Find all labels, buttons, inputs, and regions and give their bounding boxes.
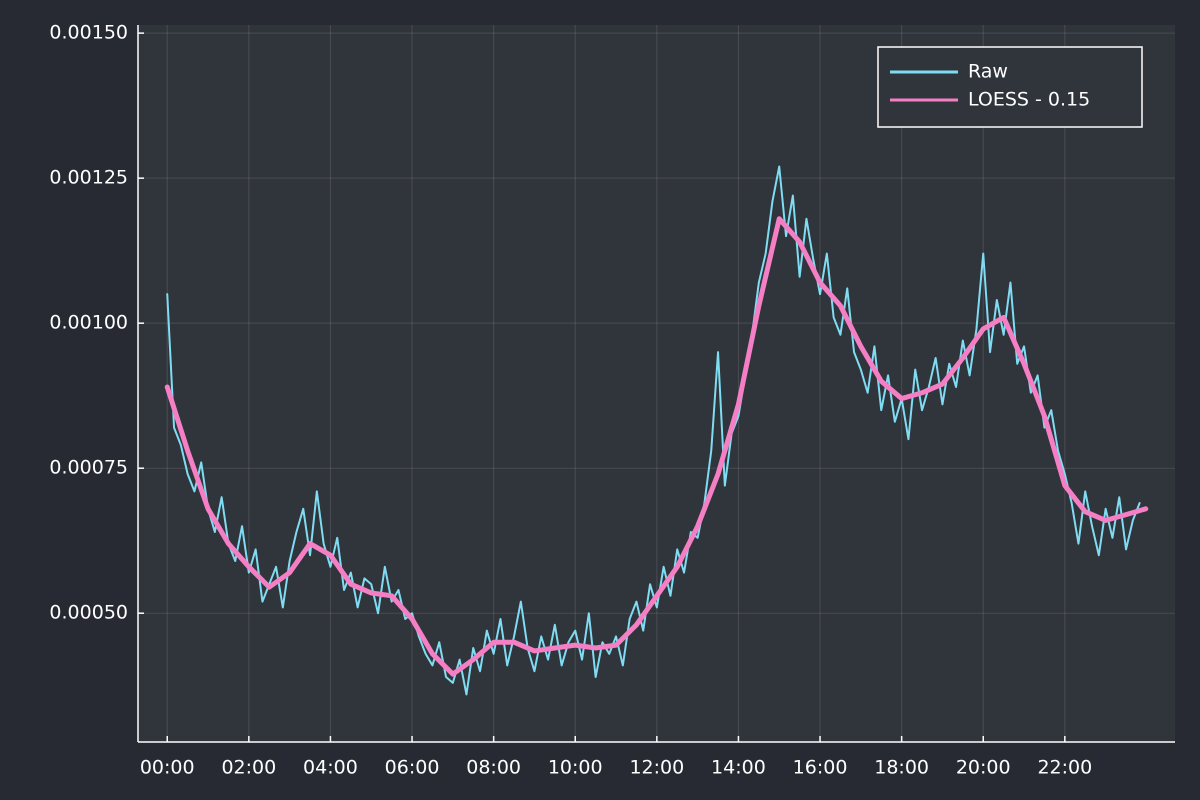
y-tick-label: 0.00050 [49,602,128,624]
x-tick-label: 10:00 [548,757,603,779]
y-tick-label: 0.00075 [49,457,128,479]
plot-area [138,25,1175,742]
x-tick-label: 22:00 [1037,757,1092,779]
y-tick-label: 0.00150 [49,22,128,44]
y-tick-label: 0.00125 [49,167,128,189]
x-tick-label: 06:00 [385,757,440,779]
legend-label: Raw [968,61,1008,83]
x-tick-label: 14:00 [711,757,766,779]
x-tick-label: 16:00 [793,757,848,779]
legend-label: LOESS - 0.15 [968,89,1090,111]
x-tick-label: 00:00 [140,757,195,779]
x-tick-label: 04:00 [303,757,358,779]
legend: Raw LOESS - 0.15 [877,46,1143,128]
x-tick-label: 12:00 [629,757,684,779]
series-line [166,165,1141,696]
legend-box [877,46,1143,128]
y-tick-label: 0.00100 [49,312,128,334]
x-tick-label: 08:00 [466,757,521,779]
x-tick-label: 18:00 [874,757,929,779]
x-tick-label: 20:00 [956,757,1011,779]
x-tick-label: 02:00 [221,757,276,779]
series-line [164,216,1149,677]
